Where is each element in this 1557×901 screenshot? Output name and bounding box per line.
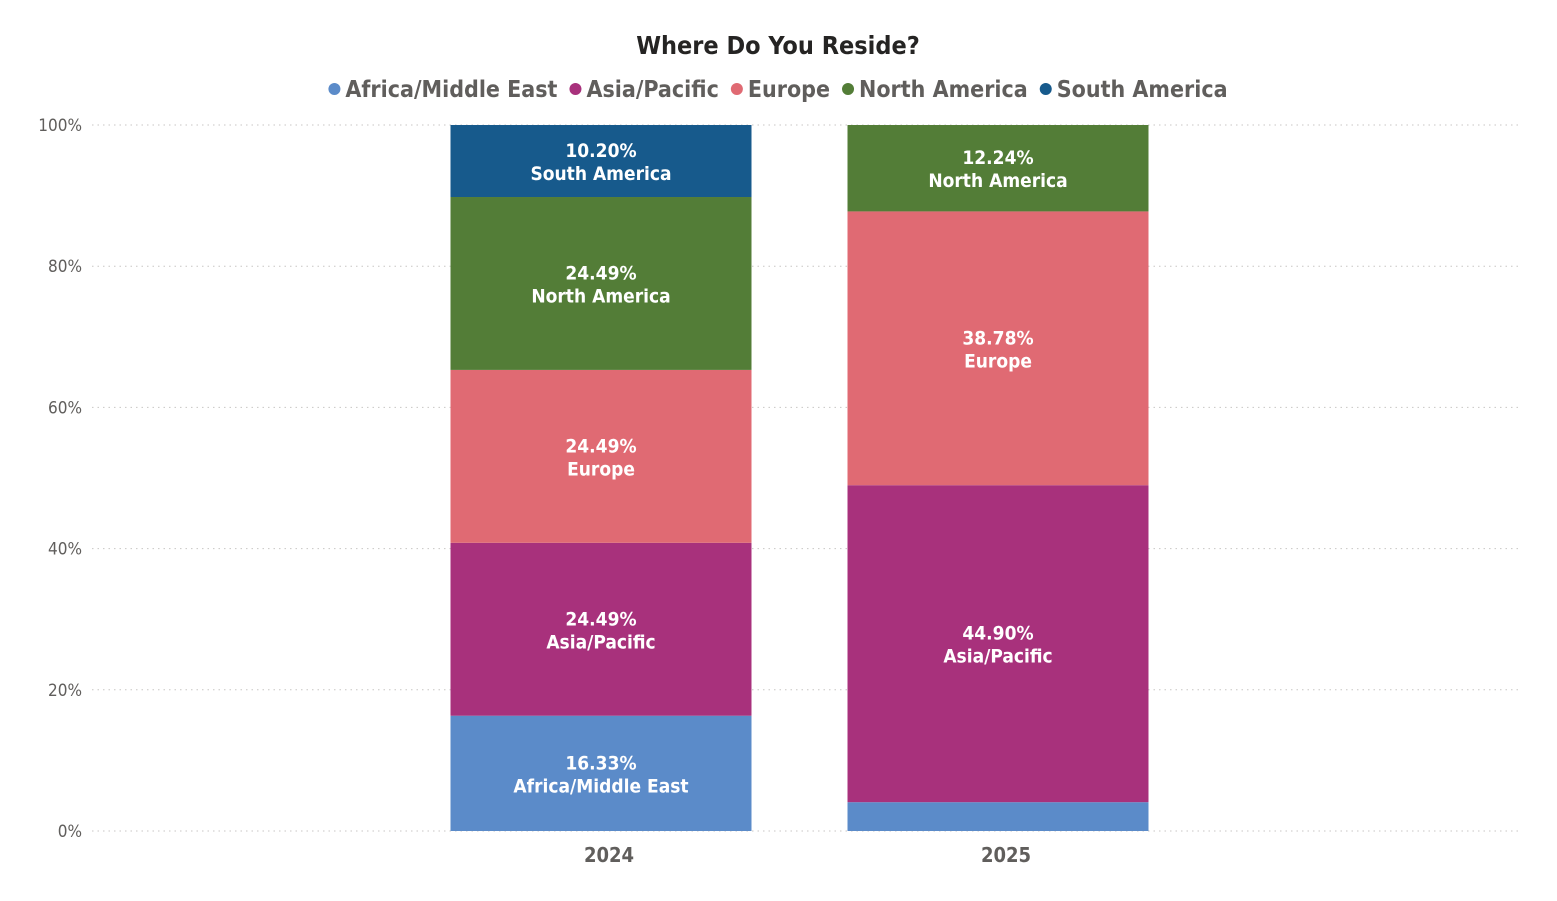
x-tick-label-2024: 2024 (584, 843, 634, 867)
data-label-series-2024-north-america: North America (531, 285, 670, 307)
y-axis: 0% 20% 40% 60% 80% 100% (38, 116, 82, 842)
legend-marker-asia-pacific (569, 83, 582, 95)
bar-segment-2025-africa-middle-east[interactable] (847, 802, 1149, 831)
y-tick-label-60: 60% (48, 398, 82, 418)
data-label-value-2024-north-america: 24.49% (565, 262, 636, 284)
bar-stack-2024: 16.33%Africa/Middle East24.49%Asia/Pacif… (450, 125, 752, 831)
y-tick-label-20: 20% (48, 681, 82, 701)
legend-marker-south-america (1039, 83, 1052, 95)
x-axis: 2024 2025 (584, 843, 1031, 867)
data-label-value-2024-south-america: 10.20% (565, 140, 636, 162)
x-tick-label-2025: 2025 (981, 843, 1031, 867)
data-label-series-2024-europe: Europe (567, 458, 635, 480)
bar-segment-2025-north-america[interactable] (847, 125, 1149, 212)
data-label-series-2024-south-america: South America (530, 163, 671, 185)
bar-stack-2025: 44.90%Asia/Pacific 38.78%Europe 12.24%Nort… (847, 125, 1149, 831)
legend-label-africa-middle-east: Africa/Middle East (345, 77, 557, 103)
bar-segment-2025-asia-pacific[interactable] (847, 485, 1149, 803)
data-label-series-2024-asia-pacific: Asia/Pacific (546, 631, 655, 653)
data-label-series-2024-africa-middle-east: Africa/Middle East (513, 775, 688, 797)
y-tick-label-0: 0% (58, 822, 82, 842)
y-tick-label-40: 40% (48, 540, 82, 560)
bar-segment-2024-africa-middle-east[interactable] (450, 715, 752, 831)
y-tick-label-100: 100% (38, 116, 82, 136)
legend-label-south-america: South America (1057, 77, 1228, 103)
data-label-value-2025-europe: 38.78% (962, 327, 1033, 349)
legend-item-africa-middle-east[interactable]: Africa/Middle East (328, 77, 558, 103)
legend: Africa/Middle East Asia/Pacific Europe Nort… (328, 77, 1228, 103)
legend-item-asia-pacific[interactable]: Asia/Pacific (569, 77, 719, 103)
data-label-value-2024-asia-pacific: 24.49% (565, 608, 636, 630)
data-label-series-2025-north-america: North America (928, 170, 1067, 192)
bars: 16.33%Africa/Middle East24.49%Asia/Pacif… (450, 125, 1149, 831)
data-label-series-2025-asia-pacific: Asia/Pacific (943, 646, 1052, 668)
bar-segment-2025-europe[interactable] (847, 211, 1149, 486)
data-label-value-2024-europe: 24.49% (565, 435, 636, 457)
legend-label-north-america: North America (859, 77, 1028, 103)
bar-segment-2024-south-america[interactable] (450, 125, 752, 198)
bar-segment-2024-north-america[interactable] (450, 197, 752, 370)
gridlines (92, 124, 1520, 832)
legend-marker-north-america (842, 83, 855, 95)
y-tick-label-80: 80% (48, 257, 82, 277)
data-label-value-2025-north-america: 12.24% (962, 147, 1033, 169)
legend-item-north-america[interactable]: North America (842, 77, 1028, 103)
legend-marker-africa-middle-east (328, 83, 341, 95)
legend-item-europe[interactable]: Europe (730, 77, 830, 103)
bar-segment-2024-asia-pacific[interactable] (450, 542, 752, 716)
legend-label-europe: Europe (748, 77, 830, 103)
data-label-series-2025-europe: Europe (964, 350, 1032, 372)
legend-marker-europe (730, 83, 743, 95)
data-label-value-2024-africa-middle-east: 16.33% (565, 752, 636, 774)
legend-label-asia-pacific: Asia/Pacific (586, 77, 718, 103)
chart-title: Where Do You Reside? (636, 31, 920, 60)
legend-item-south-america[interactable]: South America (1039, 77, 1228, 103)
data-label-value-2025-asia-pacific: 44.90% (962, 623, 1033, 645)
bar-segment-2024-europe[interactable] (450, 369, 752, 543)
